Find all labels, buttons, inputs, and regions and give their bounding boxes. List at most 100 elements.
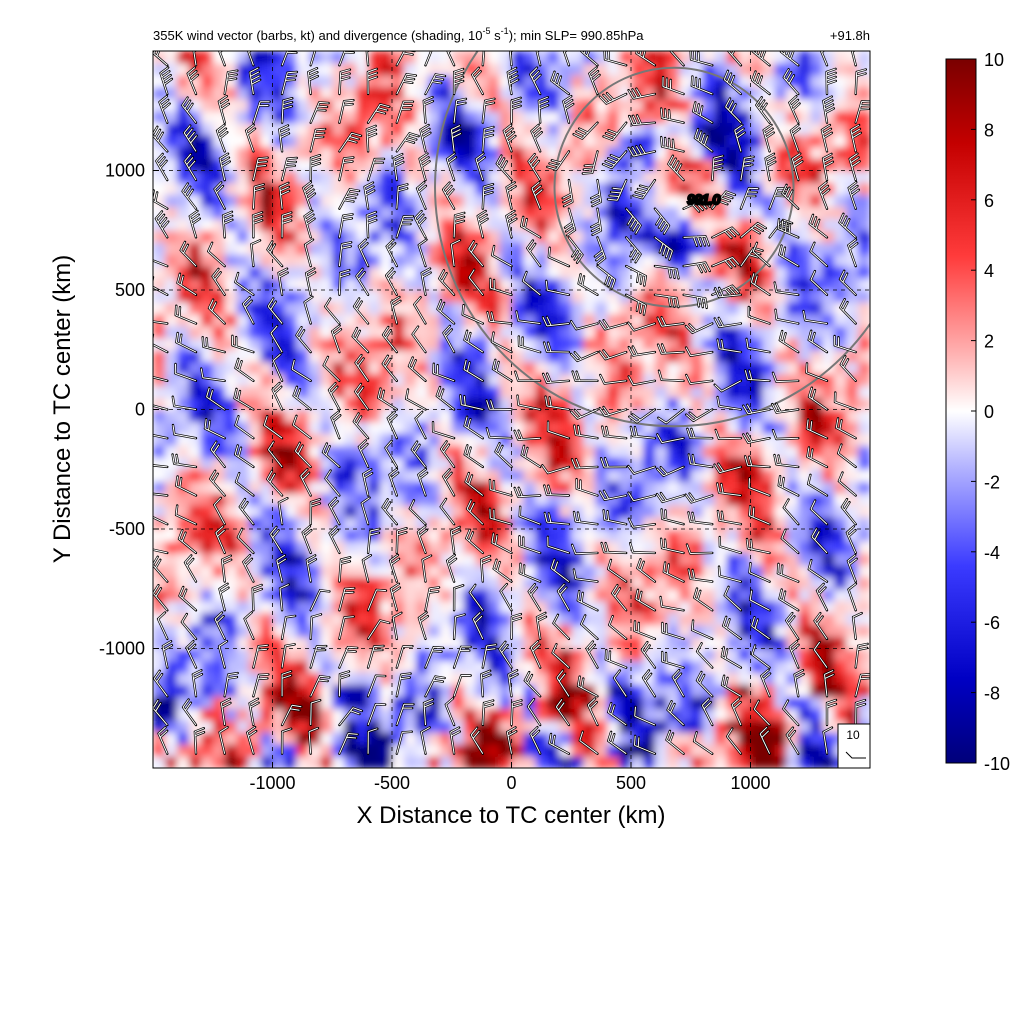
divergence-cell	[690, 540, 704, 554]
wind-barb	[153, 549, 168, 554]
divergence-cell	[224, 600, 238, 614]
wind-barb	[543, 485, 569, 496]
divergence-cell	[368, 230, 381, 243]
divergence-cell	[164, 409, 178, 423]
divergence-cell	[511, 576, 525, 590]
divergence-cell	[284, 588, 297, 602]
divergence-cell	[798, 62, 811, 76]
divergence-cell	[642, 481, 656, 494]
wind-barb	[281, 97, 293, 123]
divergence-cell	[822, 62, 835, 76]
divergence-cell	[427, 86, 441, 100]
divergence-cell	[726, 756, 740, 768]
divergence-cell	[260, 576, 274, 590]
divergence-cell	[439, 290, 453, 303]
divergence-cell	[320, 517, 333, 530]
divergence-cell	[714, 552, 728, 566]
divergence-cell	[451, 182, 465, 195]
divergence-cell	[176, 290, 190, 303]
wind-barb	[445, 698, 455, 726]
divergence-cell	[822, 481, 835, 494]
wind-barb	[528, 153, 541, 181]
wind-barb	[855, 673, 870, 697]
wind-barb	[505, 210, 517, 238]
divergence-cell	[631, 505, 644, 518]
divergence-cell	[392, 170, 405, 184]
divergence-cell	[200, 325, 214, 339]
divergence-cell	[834, 708, 847, 721]
colorbar-tick-label: 2	[984, 332, 994, 352]
wind-barb	[453, 68, 464, 95]
wind-barb	[749, 590, 770, 611]
wind-barb	[153, 376, 168, 382]
divergence-cell	[595, 660, 608, 673]
divergence-cell	[296, 409, 309, 423]
divergence-cell	[810, 361, 823, 375]
divergence-cell	[176, 421, 190, 434]
divergence-cell	[619, 612, 632, 626]
wind-barb	[529, 67, 541, 95]
divergence-cell	[631, 230, 644, 243]
divergence-cell	[834, 146, 847, 160]
wind-barb	[338, 51, 354, 66]
divergence-cell	[296, 230, 309, 243]
divergence-cell	[284, 564, 297, 578]
divergence-cell	[702, 457, 716, 470]
divergence-cell	[762, 552, 775, 566]
divergence-cell	[690, 684, 704, 697]
divergence-cell	[499, 612, 513, 626]
divergence-cell	[188, 349, 202, 363]
divergence-cell	[463, 122, 477, 136]
wind-barb	[725, 98, 742, 124]
wind-barb	[491, 332, 512, 353]
divergence-cell	[762, 708, 775, 721]
divergence-cell	[631, 684, 644, 697]
divergence-cell	[619, 397, 632, 411]
wind-barb	[600, 457, 627, 468]
wind-barb	[686, 428, 713, 439]
wind-barb	[442, 182, 455, 209]
divergence-cell	[858, 433, 870, 446]
x-tick-label: -1000	[249, 773, 295, 793]
divergence-cell	[798, 325, 811, 339]
wind-barb	[527, 698, 541, 726]
divergence-cell	[296, 636, 309, 650]
wind-barb	[396, 101, 414, 123]
divergence-cell	[332, 457, 345, 470]
divergence-cell	[236, 600, 250, 614]
divergence-cell	[308, 242, 321, 255]
divergence-cell	[403, 158, 417, 172]
divergence-cell	[344, 600, 357, 614]
divergence-cell	[511, 254, 525, 267]
divergence-cell	[535, 433, 548, 446]
wind-barb	[362, 468, 373, 496]
divergence-cell	[654, 421, 668, 434]
wind-barb	[482, 700, 494, 726]
divergence-cell	[511, 409, 525, 423]
divergence-cell	[153, 756, 166, 768]
divergence-cell	[654, 696, 668, 709]
divergence-cell	[535, 409, 548, 423]
divergence-cell	[380, 134, 393, 148]
divergence-cell	[822, 170, 835, 184]
divergence-cell	[415, 373, 429, 387]
divergence-cell	[415, 576, 429, 590]
divergence-cell	[834, 564, 847, 578]
divergence-cell	[451, 158, 465, 172]
divergence-cell	[702, 732, 716, 745]
divergence-cell	[200, 74, 214, 88]
wind-barb	[208, 299, 226, 324]
wind-barb	[396, 51, 415, 66]
divergence-cell	[176, 170, 190, 184]
wind-barb	[465, 472, 484, 496]
divergence-cell	[188, 409, 202, 423]
divergence-cell	[810, 576, 823, 590]
wind-barb	[788, 95, 800, 123]
divergence-cell	[212, 361, 226, 375]
wind-barb	[530, 640, 541, 668]
divergence-cell	[642, 505, 656, 518]
divergence-cell	[499, 529, 513, 542]
divergence-cell	[714, 493, 728, 506]
wind-barb	[162, 640, 173, 668]
divergence-cell	[463, 290, 477, 303]
